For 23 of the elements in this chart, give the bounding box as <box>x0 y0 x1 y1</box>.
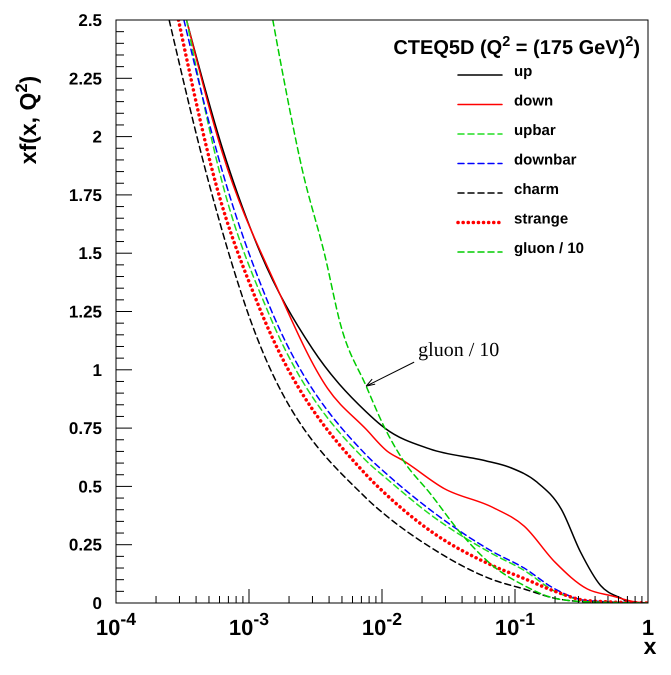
y-tick-label: 0.75 <box>68 419 102 438</box>
y-tick-label: 1.5 <box>78 244 102 264</box>
legend-label: gluon / 10 <box>514 240 584 257</box>
legend-label: up <box>514 63 532 80</box>
annotation: gluon / 10 <box>418 339 500 362</box>
y-tick-label: 0.25 <box>68 536 102 555</box>
text: CTEQ5D (Q$^{2}$ = (175 GeV)$^{2}$) <box>393 34 640 59</box>
y-tick-label: 2.5 <box>78 11 102 30</box>
legend-label: downbar <box>514 152 577 168</box>
legend-label: upbar <box>514 122 556 139</box>
x-tick-label: 10$^{-1}$ <box>494 609 536 640</box>
y-tick-label: 1 <box>92 360 102 380</box>
y-tick-label: 1.75 <box>68 186 102 205</box>
legend-label: charm <box>514 181 560 198</box>
legend-label: strange <box>514 210 568 228</box>
x-tick-label: 1 <box>642 615 654 640</box>
x-tick-label: 10$^{-3}$ <box>228 609 270 640</box>
y-tick-label: 0.5 <box>78 477 102 496</box>
y-tick-label: 2 <box>92 128 102 147</box>
y-tick-label: 2.25 <box>68 69 102 88</box>
legend-label: down <box>514 92 554 110</box>
y-tick-label: 1.25 <box>68 302 102 322</box>
x-tick-label: 10$^{-2}$ <box>362 609 402 640</box>
